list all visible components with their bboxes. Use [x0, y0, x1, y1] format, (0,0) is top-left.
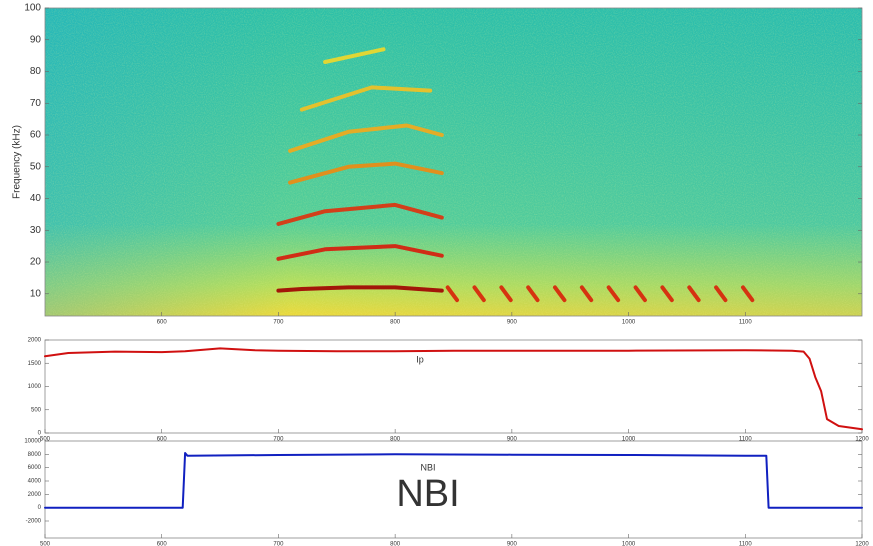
- y-tick-label: 2000: [28, 338, 42, 344]
- y-tick-label: 100: [24, 3, 41, 14]
- x-tick-label: 900: [507, 542, 518, 546]
- x-tick-label: 1200: [855, 437, 869, 443]
- y-tick-label: 20: [30, 257, 42, 268]
- annotation: NBI: [420, 462, 435, 472]
- y-tick-label: -2000: [26, 519, 42, 525]
- x-tick-label: 900: [507, 320, 518, 326]
- y-tick-label: 0: [38, 431, 42, 437]
- y-tick-label: 30: [30, 225, 42, 236]
- y-tick-label: 40: [30, 193, 42, 204]
- signal-line: [44, 452, 863, 509]
- x-tick-label: 800: [390, 320, 401, 326]
- annotation: Ip: [416, 354, 424, 364]
- mode-trace: [323, 47, 386, 64]
- mode-trace: [445, 285, 755, 303]
- x-tick-label: 600: [157, 320, 168, 326]
- x-tick-label: 800: [390, 542, 401, 546]
- plot-frame: [44, 440, 863, 539]
- mode-trace: [276, 244, 444, 261]
- y-tick-label: 10: [30, 288, 42, 299]
- y-tick-label: 2000: [28, 492, 42, 498]
- x-tick-label: 1000: [622, 542, 636, 546]
- big-label: NBI: [396, 473, 459, 515]
- y-tick-label: 0: [38, 505, 42, 511]
- mode-trace: [288, 161, 444, 185]
- mode-trace: [276, 202, 444, 226]
- x-tick-label: 500: [40, 437, 51, 443]
- x-tick-label: 800: [390, 437, 401, 443]
- mode-trace: [299, 85, 433, 112]
- y-tick-label: 80: [30, 66, 42, 77]
- signal-line: [44, 347, 863, 431]
- y-tick-label: 500: [31, 407, 42, 413]
- x-tick-label: 1000: [622, 437, 636, 443]
- y-tick-label: 90: [30, 34, 42, 45]
- x-tick-label: 500: [40, 542, 51, 546]
- y-tick-label: 6000: [28, 465, 42, 471]
- x-tick-label: 700: [273, 320, 284, 326]
- y-tick-label: 10000: [24, 439, 41, 445]
- y-tick-label: 60: [30, 130, 42, 141]
- x-tick-label: 1000: [622, 320, 636, 326]
- x-tick-label: 700: [273, 542, 284, 546]
- mode-trace: [276, 285, 444, 293]
- y-tick-label: 70: [30, 98, 42, 109]
- y-tick-label: 8000: [28, 452, 42, 458]
- plot-frame: [44, 7, 863, 317]
- y-tick-label: 1500: [28, 361, 42, 367]
- mode-trace: [288, 123, 444, 153]
- x-tick-label: 600: [157, 437, 168, 443]
- x-tick-label: 1100: [739, 320, 753, 326]
- x-tick-label: 900: [507, 437, 518, 443]
- y-axis-label: Frequency (kHz): [12, 125, 23, 199]
- x-tick-label: 600: [157, 542, 168, 546]
- x-tick-label: 1200: [855, 542, 869, 546]
- x-tick-label: 1100: [739, 437, 753, 443]
- plot-frame: [44, 339, 863, 434]
- y-tick-label: 1000: [28, 384, 42, 390]
- y-tick-label: 4000: [28, 479, 42, 485]
- x-tick-label: 700: [273, 437, 284, 443]
- spectrogram-noise: [45, 8, 862, 316]
- y-tick-label: 50: [30, 161, 42, 172]
- x-tick-label: 1100: [739, 542, 753, 546]
